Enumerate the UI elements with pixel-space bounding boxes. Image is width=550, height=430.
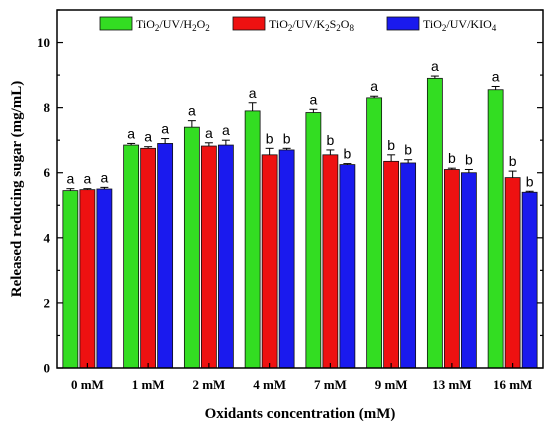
significance-letter: b	[404, 142, 412, 158]
legend-label-part: TiO	[136, 17, 155, 31]
bar	[62, 190, 79, 369]
legend-label-part: 2	[155, 23, 160, 33]
x-tick-label: 2 mM	[192, 377, 225, 392]
legend-label-part: 2	[442, 23, 447, 33]
legend-label-part: 2	[192, 23, 197, 33]
legend-swatch	[232, 16, 266, 31]
x-tick-label: 1 mM	[132, 377, 165, 392]
significance-letter: b	[266, 130, 274, 146]
bar	[200, 145, 217, 369]
significance-letter: b	[448, 150, 456, 166]
significance-letter: a	[492, 68, 500, 84]
legend-label: TiO2/UV/K2S2O8	[269, 17, 354, 33]
legend-label-part: /UV/KIO	[446, 17, 492, 31]
error-bars-layer	[66, 75, 534, 193]
bar	[261, 154, 278, 369]
significance-letter: a	[205, 125, 213, 141]
bar	[305, 112, 322, 369]
legend-label-part: 2	[336, 23, 341, 33]
significance-letter: a	[144, 129, 152, 145]
legend-label-part: 4	[492, 23, 497, 33]
x-tick-label: 16 mM	[493, 377, 532, 392]
plot-frame	[56, 9, 544, 369]
bar	[366, 97, 383, 369]
bar	[443, 169, 460, 369]
legend-label-part: O	[197, 17, 206, 31]
legend-label-part: O	[341, 17, 350, 31]
legend-label-part: 8	[349, 23, 354, 33]
bar	[123, 144, 140, 369]
legend-label-part: /UV/H	[159, 17, 192, 31]
y-tick-label: 2	[44, 295, 51, 310]
significance-letter: a	[127, 125, 135, 141]
significance-letter: b	[387, 137, 395, 153]
bar	[521, 191, 538, 369]
significance-letter: b	[343, 146, 351, 162]
significance-letter: a	[309, 91, 317, 107]
y-tick-label: 8	[44, 100, 51, 115]
significance-letter: a	[66, 171, 74, 187]
x-axis-title: Oxidants concentration (mM)	[205, 406, 396, 422]
legend-label-part: 2	[205, 23, 210, 33]
bar	[217, 144, 234, 369]
significance-letter: a	[370, 78, 378, 94]
y-axis-title: Released reducing sugar (mg/mL)	[9, 81, 25, 298]
legend-label-part: 2	[325, 23, 330, 33]
legend: TiO2/UV/H2O2 TiO2/UV/K2S2O8 TiO2/UV/KIO4	[99, 16, 497, 33]
significance-letter: a	[100, 169, 108, 185]
bar	[140, 147, 157, 369]
bar	[383, 160, 400, 369]
legend-label-part: S	[330, 17, 337, 31]
bar	[79, 189, 96, 369]
significance-letter: a	[83, 171, 91, 187]
significance-letter: b	[526, 173, 534, 189]
bar	[504, 177, 521, 369]
significance-letter: a	[249, 85, 257, 101]
legend-swatch	[99, 16, 133, 31]
x-axis: 0 mM 1 mM 2 mM 4 mM 7 mM 9 mM 13 mM 16 mM	[71, 363, 532, 392]
bars-layer	[62, 77, 538, 369]
significance-letter: a	[431, 58, 439, 74]
x-tick-label: 4 mM	[253, 377, 286, 392]
legend-label: TiO2/UV/KIO4	[423, 17, 497, 33]
legend-label-part: /UV/K	[292, 17, 325, 31]
legend-label-part: TiO	[423, 17, 442, 31]
bar	[244, 110, 261, 369]
bar	[426, 77, 443, 369]
x-tick-label: 9 mM	[375, 377, 408, 392]
y-tick-label: 0	[44, 361, 51, 376]
y-tick-label: 4	[44, 230, 51, 245]
x-tick-label: 0 mM	[71, 377, 104, 392]
significance-letter: b	[283, 130, 291, 146]
bar	[487, 89, 504, 369]
significance-letter: b	[509, 153, 517, 169]
legend-label-part: TiO	[269, 17, 288, 31]
bar	[183, 126, 200, 369]
legend-label: TiO2/UV/H2O2	[136, 17, 210, 33]
legend-label-part: 2	[288, 23, 293, 33]
bar	[278, 149, 295, 369]
bar	[96, 188, 113, 369]
significance-letter: a	[188, 103, 196, 119]
significance-letter: a	[161, 121, 169, 137]
y-tick-label: 6	[44, 165, 51, 180]
significance-letter: a	[222, 122, 230, 138]
x-tick-label: 13 mM	[432, 377, 471, 392]
legend-swatch	[386, 16, 420, 31]
bar	[460, 172, 477, 369]
significance-letter: b	[326, 132, 334, 148]
bar	[400, 162, 417, 369]
bar	[157, 143, 174, 369]
bar	[322, 154, 339, 369]
y-axis: 0 2 4 6 8 10	[37, 9, 543, 376]
significance-letter: b	[465, 151, 473, 167]
y-tick-label: 10	[37, 35, 50, 50]
bar	[339, 164, 356, 369]
x-tick-label: 7 mM	[314, 377, 347, 392]
